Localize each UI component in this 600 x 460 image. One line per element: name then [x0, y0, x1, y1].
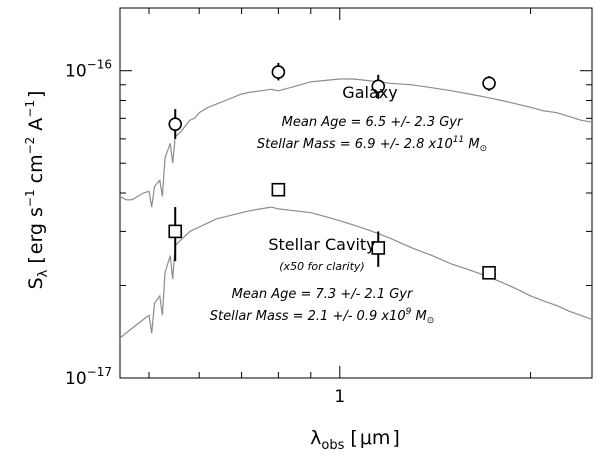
galaxy-mass: Stellar Mass = 6.9 +/- 2.8 x1011 M⊙	[257, 135, 487, 154]
y-axis-label: Sλ[erg s−1cm−2A−1]	[23, 91, 51, 290]
cavity-point-2	[371, 241, 386, 255]
y-tick-label-1e-17: 10−17	[65, 365, 112, 389]
cavity-point-0	[168, 224, 183, 239]
cavity-mass: Stellar Mass = 2.1 +/- 0.9 x109 M⊙	[210, 307, 435, 326]
model-spectrum-galaxy	[119, 78, 593, 208]
galaxy-point-1	[271, 65, 286, 79]
data-points	[168, 62, 496, 280]
galaxy-title: Galaxy	[342, 83, 397, 102]
cavity-point-3	[482, 265, 496, 280]
x-tick-label-1: 1	[334, 387, 345, 407]
axis-ticks	[120, 8, 592, 379]
cavity-title: Stellar Cavity	[268, 235, 375, 254]
galaxy-point-3	[482, 76, 496, 91]
galaxy-age: Mean Age = 6.5 +/- 2.3 Gyr	[282, 115, 464, 130]
cavity-point-1	[271, 182, 286, 197]
galaxy-point-2	[371, 79, 386, 94]
cavity-note: (x50 for clarity)	[279, 260, 364, 273]
galaxy-point-0	[168, 117, 183, 131]
cavity-age: Mean Age = 7.3 +/- 2.1 Gyr	[232, 287, 414, 302]
y-tick-label-1e-16: 10−16	[65, 58, 112, 82]
x-axis-label: λobs[μm]	[310, 427, 400, 453]
